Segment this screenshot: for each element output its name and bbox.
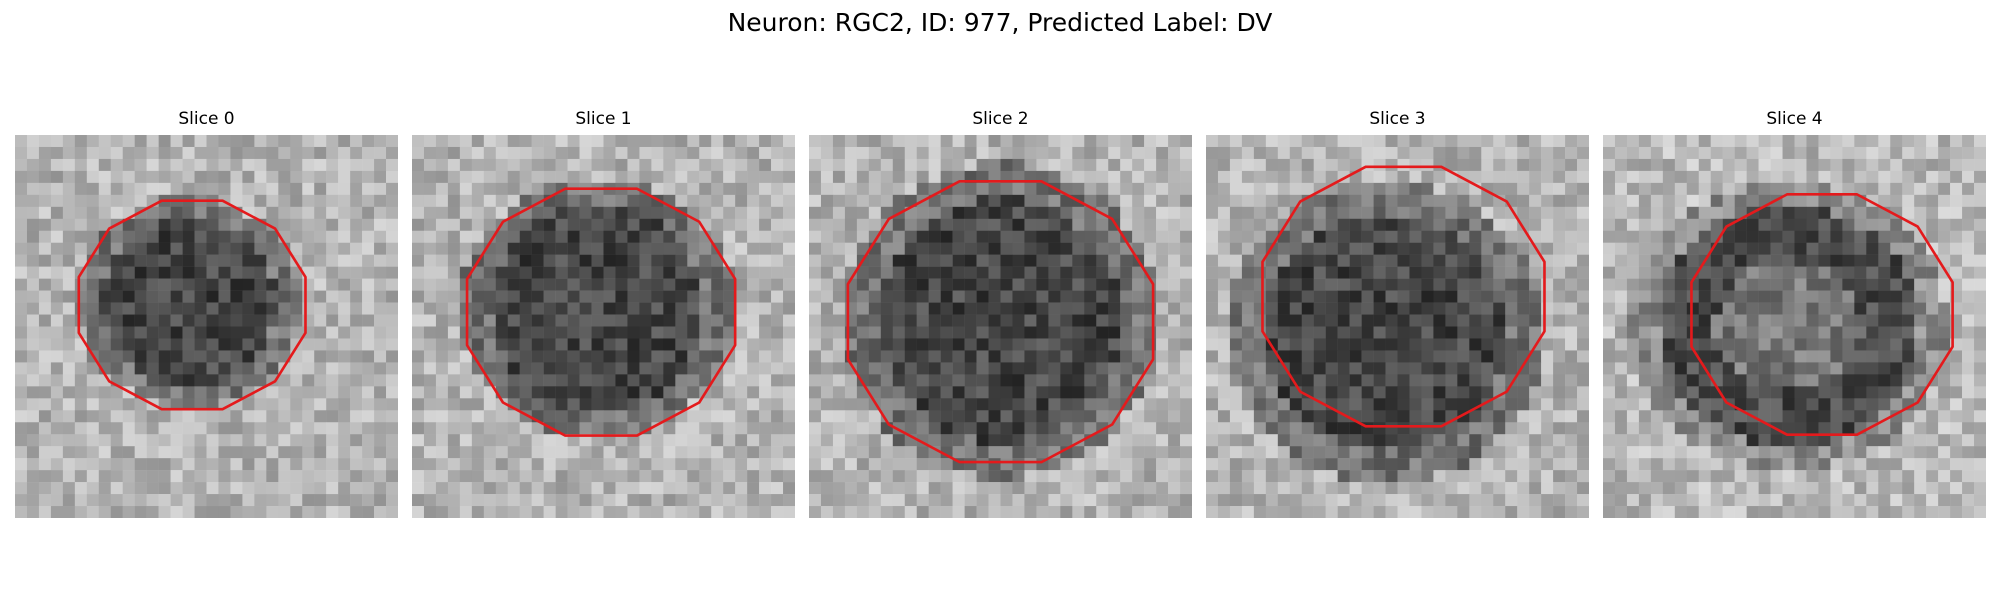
figure-title: Neuron: RGC2, ID: 977, Predicted Label: … <box>727 8 1273 37</box>
slice-image-0 <box>15 135 398 518</box>
slice-image-4 <box>1603 135 1986 518</box>
slice-title-2: Slice 2 <box>972 109 1029 129</box>
slice-image-1 <box>412 135 795 518</box>
slice-image-3 <box>1206 135 1589 518</box>
slice-title-3: Slice 3 <box>1369 109 1426 129</box>
slice-title-0: Slice 0 <box>178 109 235 129</box>
segmentation-contour-3 <box>1261 165 1546 428</box>
slice-image-2 <box>809 135 1192 518</box>
slice-panel-2: Slice 2 <box>809 104 1192 518</box>
slice-panel-4: Slice 4 <box>1603 104 1986 518</box>
segmentation-contour-1 <box>465 187 737 437</box>
segmentation-contour-2 <box>846 180 1155 464</box>
slice-title-1: Slice 1 <box>575 109 632 129</box>
slice-panel-1: Slice 1 <box>412 104 795 518</box>
segmentation-contour-0 <box>77 199 307 411</box>
slice-panel-3: Slice 3 <box>1206 104 1589 518</box>
slice-panel-0: Slice 0 <box>15 104 398 518</box>
slice-title-4: Slice 4 <box>1766 109 1823 129</box>
segmentation-contour-4 <box>1690 193 1954 437</box>
